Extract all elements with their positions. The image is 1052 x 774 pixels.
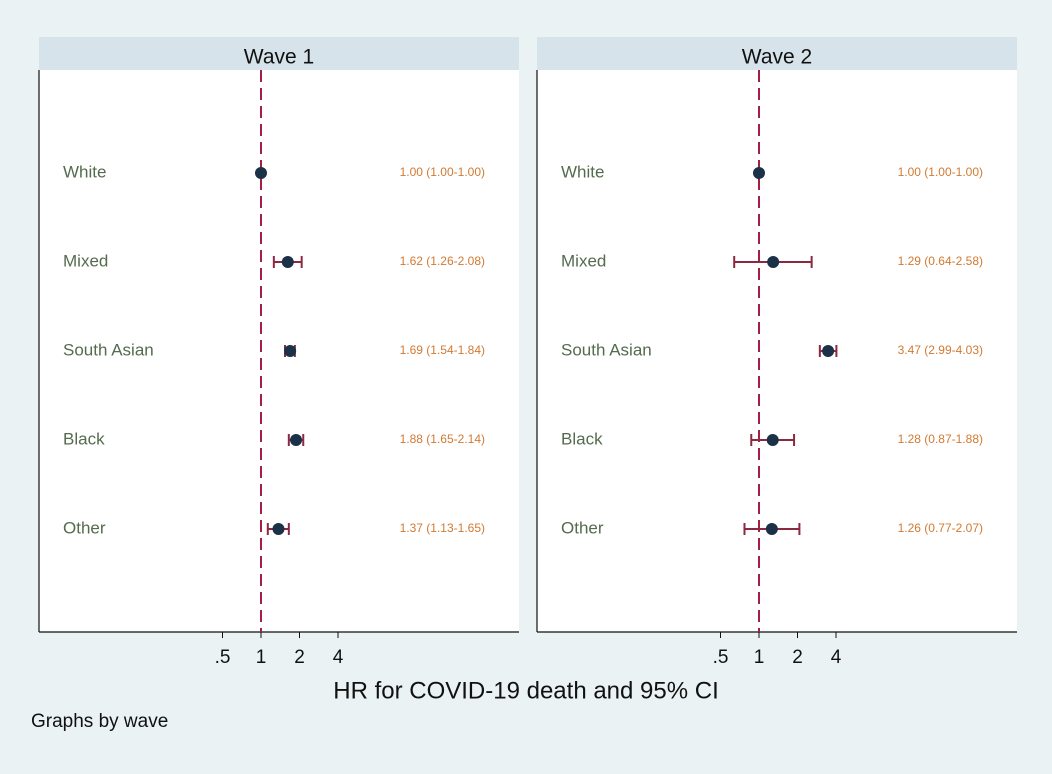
panel-1-plot-area (39, 37, 519, 632)
panel-2-value-label: 1.00 (1.00-1.00) (898, 165, 983, 179)
panel-1-point-estimate (281, 256, 294, 268)
panel-1-row-label: White (63, 162, 106, 181)
panel-2-plot-area (537, 37, 1017, 632)
panel-1-point-estimate (255, 167, 267, 179)
panel-1-row-label: Other (63, 518, 106, 537)
panel-2-row-label: White (561, 162, 604, 181)
panel-2-point-estimate (767, 256, 780, 268)
panel-1-point-estimate (290, 434, 303, 446)
panel-2-value-label: 1.29 (0.64-2.58) (898, 254, 983, 268)
panel-2-title: Wave 2 (742, 46, 812, 69)
panel-1-value-label: 1.37 (1.13-1.65) (400, 521, 485, 535)
panel-2-x-tick-label: 2 (792, 647, 803, 668)
graphs-by-footnote: Graphs by wave (31, 711, 169, 732)
panel-1-header (39, 37, 519, 70)
panel-1-value-label: 1.00 (1.00-1.00) (400, 165, 485, 179)
panel-1-value-label: 1.69 (1.54-1.84) (400, 343, 485, 357)
panel-2-value-label: 1.28 (0.87-1.88) (898, 432, 983, 446)
panel-2-x-tick-label: .5 (713, 647, 729, 668)
panel-2-row-label: Mixed (561, 251, 606, 270)
panel-2-point-estimate (766, 434, 779, 446)
panel-2-point-estimate (822, 345, 835, 357)
panel-2-value-label: 3.47 (2.99-4.03) (898, 343, 983, 357)
panel-2-value-label: 1.26 (0.77-2.07) (898, 521, 983, 535)
panel-2-header (537, 37, 1017, 70)
panel-2-row-label: Other (561, 518, 604, 537)
panel-2-row-label: South Asian (561, 340, 652, 359)
panel-2-point-estimate (753, 167, 765, 179)
panel-2-row-label: Black (561, 429, 603, 448)
panel-1-point-estimate (272, 523, 285, 535)
panel-2-x-tick-label: 4 (831, 647, 842, 668)
panel-1-x-tick-label: 1 (256, 647, 267, 668)
panel-2-point-estimate (765, 523, 778, 535)
panel-1-value-label: 1.88 (1.65-2.14) (400, 432, 485, 446)
panel-1-point-estimate (284, 345, 297, 357)
panel-1-row-label: Mixed (63, 251, 108, 270)
panel-1-value-label: 1.62 (1.26-2.08) (400, 254, 485, 268)
panel-1-x-tick-label: 4 (333, 647, 344, 668)
panel-1-row-label: Black (63, 429, 105, 448)
panel-1-x-tick-label: 2 (294, 647, 305, 668)
panel-2-x-tick-label: 1 (754, 647, 765, 668)
x-axis-title: HR for COVID-19 death and 95% CI (333, 677, 719, 704)
panel-1-row-label: South Asian (63, 340, 154, 359)
panel-1-title: Wave 1 (244, 46, 314, 69)
panel-1-x-tick-label: .5 (215, 647, 231, 668)
